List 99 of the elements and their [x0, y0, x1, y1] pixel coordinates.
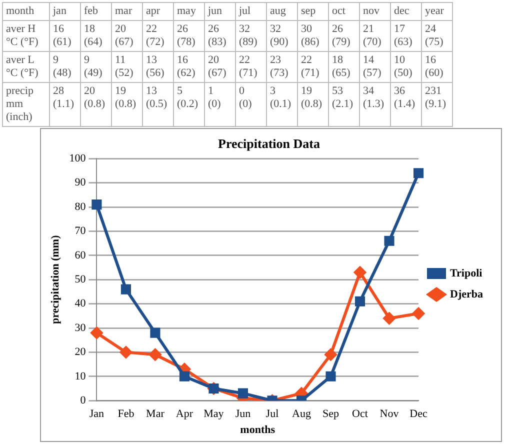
text: 26 (83)	[208, 23, 226, 48]
text: 32 (89)	[239, 23, 258, 48]
x-tick-label: Aug	[292, 408, 312, 420]
text: 30 (86)	[301, 23, 320, 48]
text: 16 (61)	[53, 23, 72, 48]
x-tick-label: Jan	[89, 408, 105, 420]
y-tick-label: 70	[74, 225, 86, 238]
text: 18 (65)	[332, 54, 350, 79]
text: 22 (71)	[239, 54, 258, 79]
text: 23 (73)	[270, 54, 288, 79]
text: 20 (67)	[115, 23, 134, 48]
text: 231 (9.1)	[425, 85, 446, 110]
category-label: aver H °C (°F)	[6, 23, 38, 48]
y-tick-label: 10	[74, 370, 86, 382]
text: 19 (0.8)	[115, 85, 136, 110]
point	[383, 312, 396, 324]
y-tick-label: 80	[74, 200, 86, 213]
x-tick-label: Mar	[146, 408, 165, 420]
point	[120, 346, 132, 358]
point	[92, 200, 102, 210]
category-label: aver L °C (°F)	[6, 54, 38, 79]
text: 13 (0.5)	[146, 85, 168, 110]
x-tick-label: Jun	[235, 408, 252, 420]
text: 16 (60)	[425, 54, 444, 79]
x-tick-label: Oct	[352, 408, 368, 420]
text: 21 (70)	[363, 23, 382, 48]
text: 14 (57)	[363, 54, 382, 79]
x-tick-label: Dec	[410, 408, 428, 420]
text: 19 (0.8)	[301, 85, 322, 110]
point	[354, 296, 366, 306]
y-tick-label: 50	[74, 273, 86, 286]
category-label: sep	[298, 2, 328, 20]
text: 17 (63)	[394, 23, 412, 48]
text: 20 (0.8)	[84, 85, 106, 110]
text: 28 (1.1)	[53, 85, 74, 110]
x-tick-label: Jul	[266, 408, 279, 420]
y-tick-label: 30	[74, 322, 86, 334]
x-tick-label: May	[204, 408, 224, 420]
point	[238, 388, 248, 398]
legend-label: Tripoli	[450, 267, 482, 280]
point	[326, 371, 336, 382]
text: 16 (62)	[177, 54, 196, 79]
text: 26 (79)	[332, 23, 350, 48]
point	[149, 348, 162, 361]
y-tick-label: 100	[69, 152, 86, 164]
text: 53 (2.1)	[332, 85, 354, 110]
text: 18 (64)	[84, 23, 102, 48]
category-label: jul	[236, 2, 266, 20]
text: 22 (71)	[301, 54, 320, 79]
point	[354, 266, 366, 278]
point	[412, 307, 425, 320]
text: 36 (1.4)	[394, 85, 416, 110]
text: month	[2, 2, 50, 20]
x-axis-title: months	[240, 424, 276, 436]
text: 26 (78)	[177, 23, 196, 48]
text: 9 (49)	[84, 54, 102, 79]
category-label: mar	[112, 2, 142, 20]
point	[324, 348, 337, 361]
point	[120, 284, 131, 294]
category-label: year	[422, 2, 452, 20]
legend-label: Djerba	[450, 288, 484, 300]
text: 13 (56)	[146, 54, 164, 79]
y-tick-label: 60	[74, 249, 86, 262]
point	[384, 236, 394, 246]
category-label: dec	[390, 2, 422, 20]
text: 34 (1.3)	[363, 85, 384, 110]
y-axis-title: precipitation (mm)	[49, 234, 62, 324]
point	[179, 371, 190, 382]
text: 22 (72)	[146, 23, 164, 48]
text: 10 (50)	[394, 54, 412, 79]
category-label: nov	[360, 2, 390, 20]
x-tick-label: Apr	[176, 408, 194, 420]
text: 11 (52)	[115, 54, 134, 79]
text: 1 (0)	[208, 85, 221, 110]
text: 32 (90)	[270, 23, 288, 48]
x-tick-label: Sep	[322, 408, 340, 420]
x-tick-label: Feb	[118, 408, 135, 420]
x-tick-label: Nov	[380, 408, 400, 420]
category-label: jun	[204, 2, 236, 20]
text: 3 (0.1)	[270, 85, 292, 110]
category-label: precip mm (inch)	[6, 85, 34, 123]
text: 5 (0.2)	[177, 85, 198, 110]
text: 20 (67)	[208, 54, 226, 79]
category-label: aug	[266, 2, 298, 20]
y-tick-label: 40	[74, 298, 86, 310]
point	[413, 168, 424, 178]
y-tick-label: 0	[80, 394, 86, 406]
category-label: jan	[50, 2, 80, 20]
point	[150, 328, 160, 338]
y-tick-label: 20	[74, 346, 86, 358]
text: 24 (75)	[425, 23, 444, 48]
category-label: apr	[142, 2, 174, 20]
text: 9 (48)	[53, 54, 72, 79]
category-label: oct	[328, 2, 360, 20]
category-label: feb	[80, 2, 112, 20]
text: 0 (0)	[239, 85, 252, 110]
chart-title: Precipitation Data	[218, 136, 320, 152]
category-label: may	[174, 2, 204, 20]
y-tick-label: 90	[74, 176, 86, 189]
